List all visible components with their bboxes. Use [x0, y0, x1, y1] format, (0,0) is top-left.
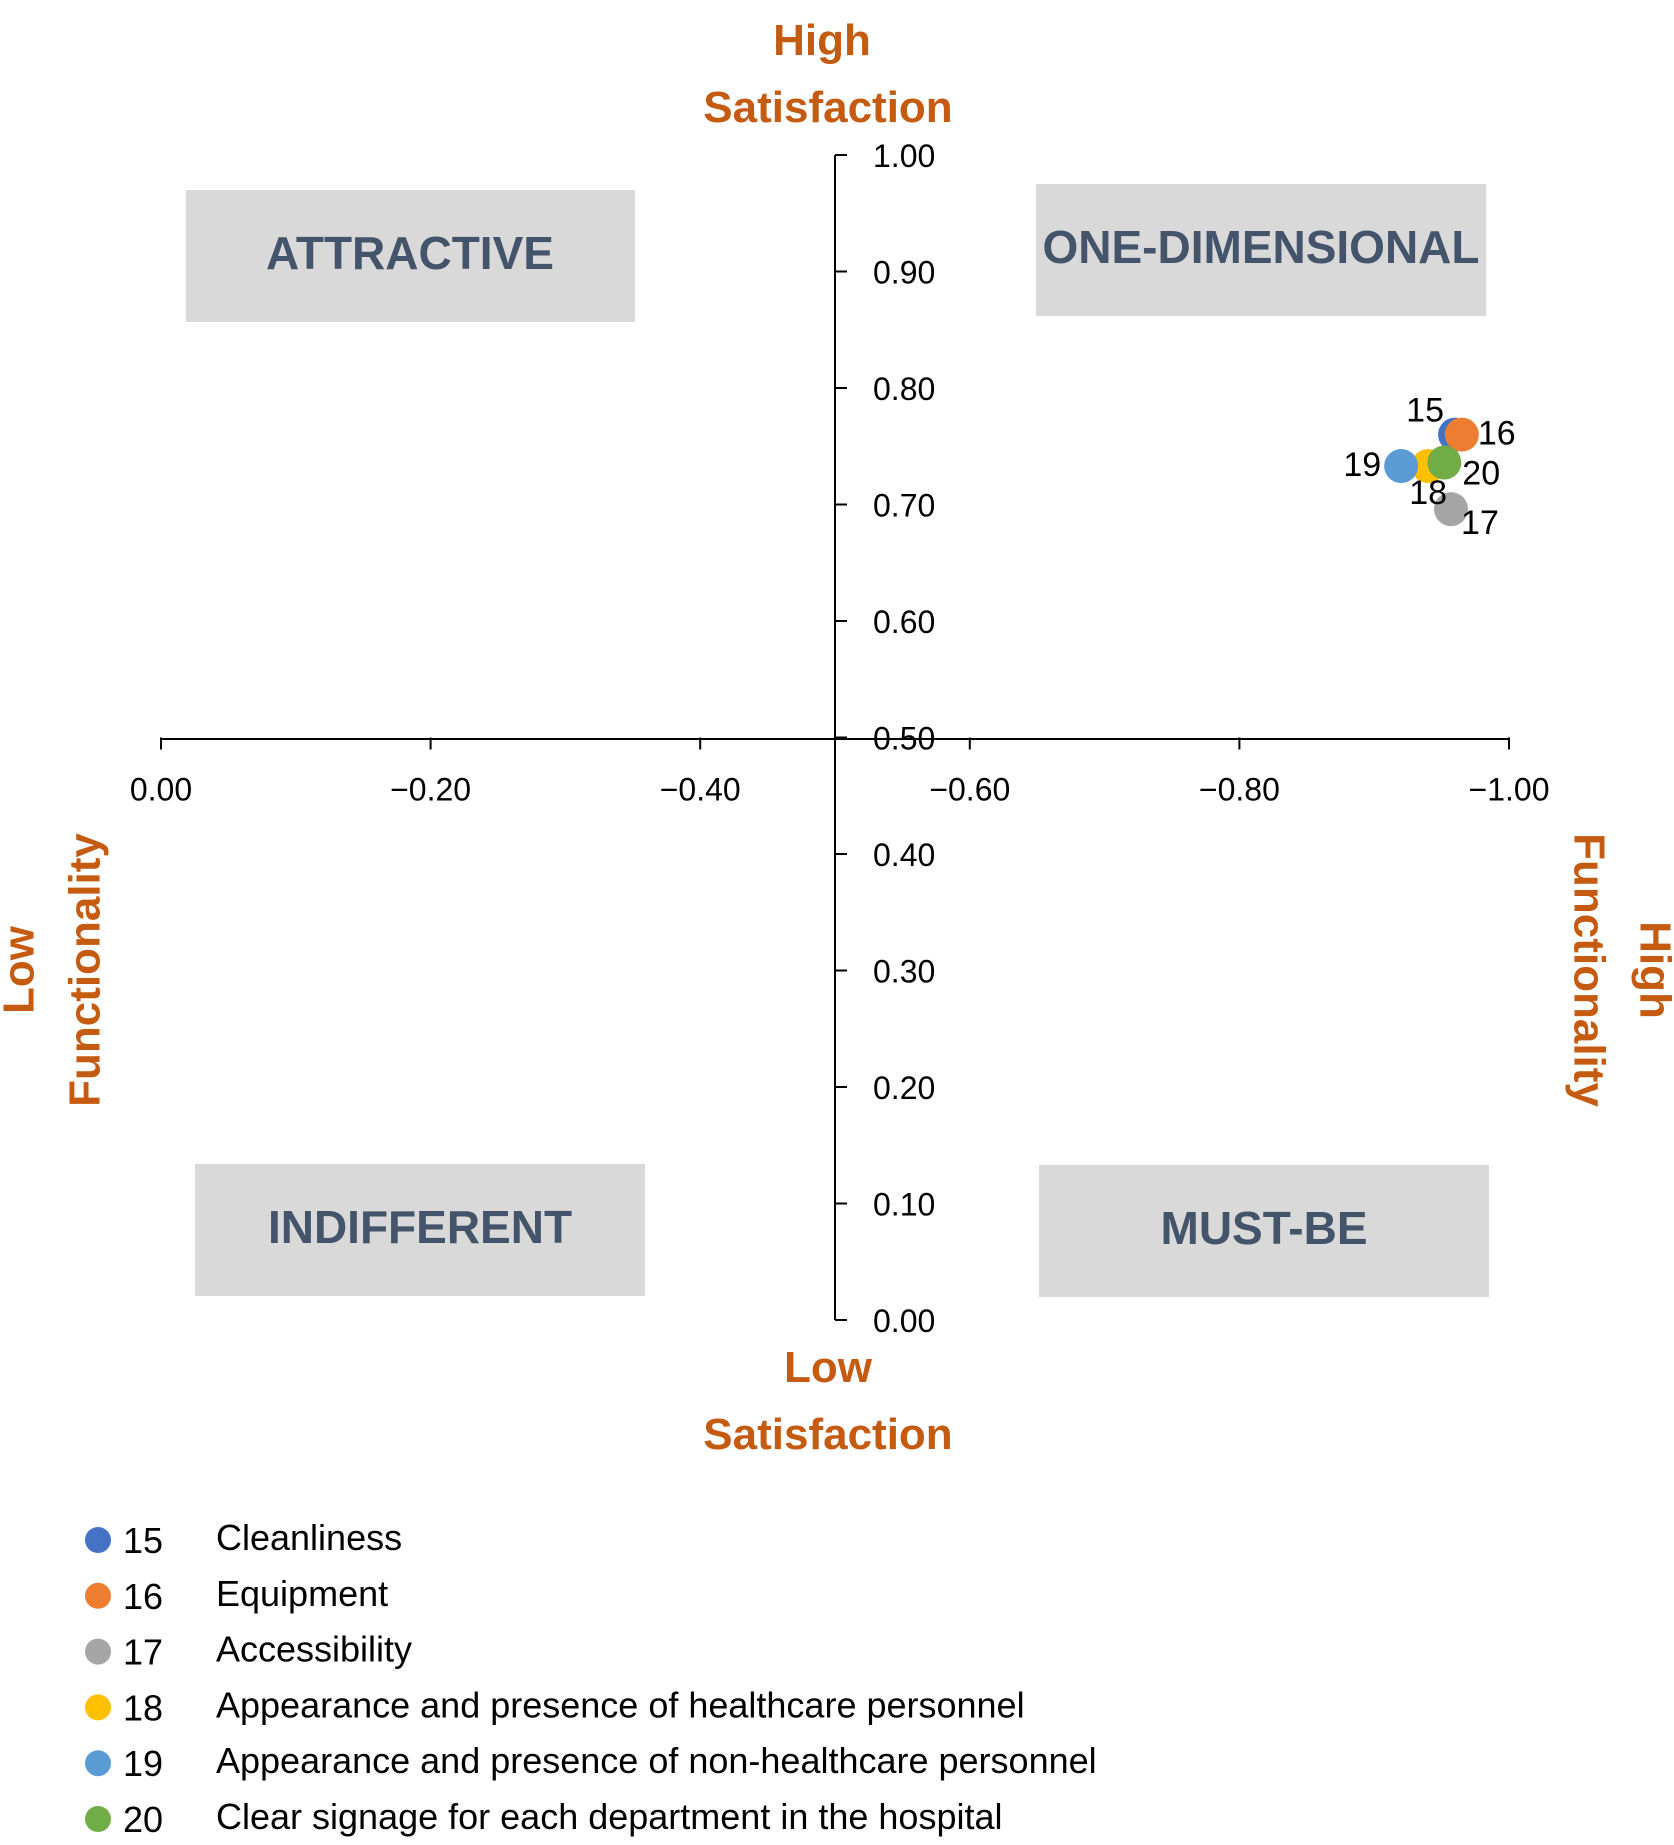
y-tick-label: 0.30 — [873, 954, 935, 990]
legend-id-19: 19 — [123, 1743, 163, 1784]
quadrant-label-indifferent: INDIFFERENT — [268, 1201, 572, 1253]
legend-id-16: 16 — [123, 1576, 163, 1617]
data-point-labels: 15 16 17 18 19 20 — [1343, 392, 1515, 543]
y-tick-label: 0.20 — [873, 1070, 935, 1106]
legend-marker-18 — [85, 1694, 111, 1721]
y-tick-label: 0.80 — [873, 371, 935, 407]
y-tick-label: 0.00 — [873, 1303, 935, 1339]
x-high-title-line1: High — [1630, 921, 1674, 1019]
quadrant-label-attractive: ATTRACTIVE — [266, 227, 554, 279]
data-point-label-20: 20 — [1462, 455, 1500, 493]
x-tick-label: −0.60 — [929, 772, 1010, 808]
y-tick-label: 0.70 — [873, 488, 935, 524]
data-point-label-16: 16 — [1478, 415, 1516, 453]
x-tick-label: 0.00 — [130, 772, 192, 808]
data-point-label-18: 18 — [1409, 474, 1447, 512]
legend-marker-19 — [85, 1750, 111, 1777]
legend-name-17: Accessibility — [216, 1629, 412, 1670]
legend-id-18: 18 — [123, 1687, 163, 1728]
quadrant-label-one-dimensional: ONE-DIMENSIONAL — [1043, 221, 1480, 273]
axes: 0.00 −0.20 −0.40 −0.60 −0.80 −1.00 0.000.100.… — [130, 138, 1550, 1339]
y-tick-label: 1.00 — [873, 138, 935, 174]
y-axis-ticks: 0.00 0.10 0.20 0.30 0.40 0.50 0.60 0.70 0.80 0.90… — [835, 138, 935, 1339]
legend-marker-20 — [85, 1806, 111, 1832]
legend-id-17: 17 — [123, 1632, 163, 1673]
data-point-label-19: 19 — [1343, 446, 1381, 484]
data-point-label-15: 15 — [1406, 392, 1444, 430]
x-tick-label: −0.80 — [1199, 772, 1280, 808]
x-tick-label: −0.20 — [390, 772, 471, 808]
y-top-title-line1: High — [773, 16, 871, 65]
axis-titles: High Satisfaction Low Satisfaction Low F… — [0, 16, 1674, 1459]
legend-name-15: Cleanliness — [216, 1517, 402, 1558]
legend: 15 Cleanliness 16 Equipment 17 Accessibility 1… — [85, 1517, 1097, 1840]
data-point-label-17: 17 — [1461, 504, 1499, 542]
legend-marker-16 — [85, 1582, 111, 1609]
quadrant-box-must-be — [1039, 1165, 1489, 1297]
y-tick-label: 0.10 — [873, 1187, 935, 1223]
legend-marker-17 — [85, 1638, 111, 1665]
y-bottom-title-line2: Satisfaction — [703, 1410, 952, 1459]
y-tick-label: 0.40 — [873, 837, 935, 873]
legend-name-19: Appearance and presence of non-healthcar… — [216, 1740, 1097, 1781]
x-axis-ticks: 0.00 −0.20 −0.40 −0.60 −0.80 −1.00 — [130, 737, 1550, 808]
data-point-17 — [1434, 492, 1469, 527]
quadrant-boxes: ATTRACTIVE ONE-DIMENSIONAL INDIFFERENT M… — [186, 184, 1489, 1297]
data-points — [1384, 417, 1479, 527]
quadrant-box-attractive — [186, 190, 635, 322]
legend-marker-15 — [85, 1527, 111, 1553]
quadrant-box-one-dimensional — [1036, 184, 1486, 316]
legend-id-20: 20 — [123, 1799, 163, 1840]
y-tick-label: 0.60 — [873, 604, 935, 640]
y-tick-label: 0.90 — [873, 255, 935, 291]
x-low-title-line2: Functionality — [61, 833, 110, 1107]
data-point-19 — [1384, 449, 1419, 484]
x-tick-label: −1.00 — [1469, 772, 1550, 808]
data-point-20 — [1427, 445, 1462, 480]
data-point-16 — [1444, 417, 1479, 452]
x-high-title-line2: Functionality — [1564, 833, 1613, 1107]
x-tick-label: −0.40 — [660, 772, 741, 808]
y-top-title-line2: Satisfaction — [703, 83, 952, 132]
legend-name-18: Appearance and presence of healthcare pe… — [216, 1684, 1025, 1725]
quadrant-label-must-be: MUST-BE — [1161, 1202, 1368, 1254]
legend-name-16: Equipment — [216, 1573, 388, 1614]
x-low-title-line1: Low — [0, 925, 44, 1014]
quadrant-box-indifferent — [195, 1164, 645, 1296]
legend-name-20: Clear signage for each department in the… — [216, 1796, 1002, 1837]
y-tick-label: 0.50 — [873, 721, 935, 757]
y-bottom-title-line1: Low — [784, 1343, 873, 1392]
legend-id-15: 15 — [123, 1520, 163, 1561]
